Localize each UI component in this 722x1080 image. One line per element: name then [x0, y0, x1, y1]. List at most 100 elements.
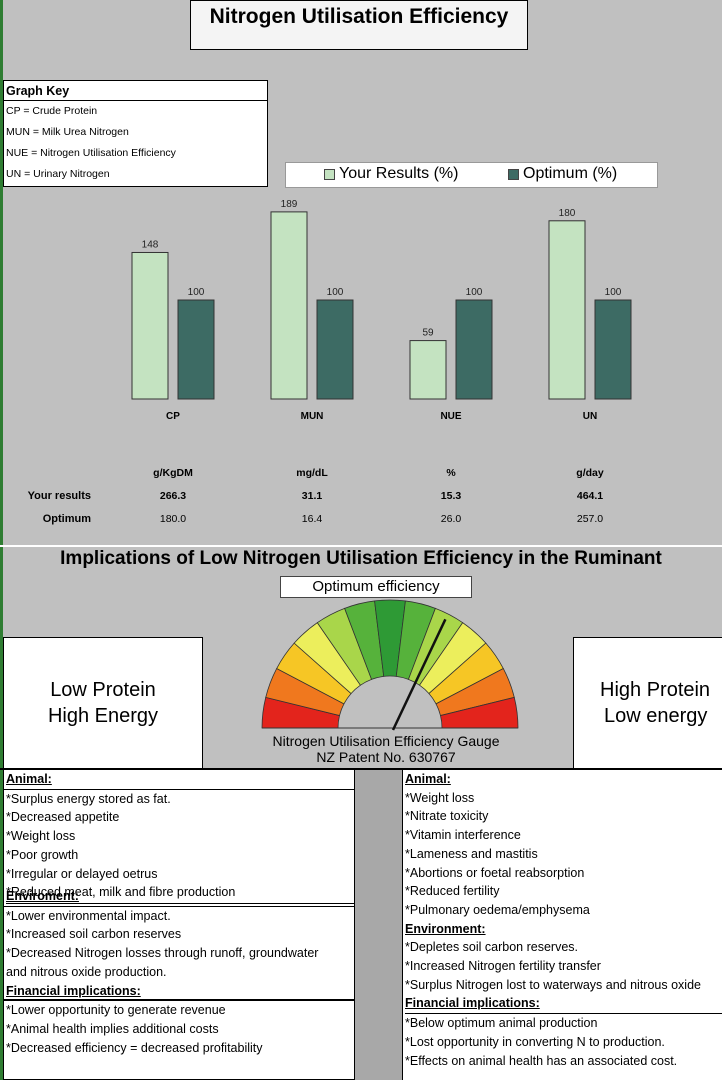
- list-item: *Abortions or foetal reabsorption: [405, 865, 585, 880]
- bar: [594, 299, 632, 400]
- list-item: *Poor growth: [6, 847, 79, 862]
- gauge-caption-line1: Nitrogen Utilisation Efficiency Gauge: [272, 733, 500, 749]
- data-label: 100: [605, 287, 622, 298]
- legend-label: Your Results (%): [339, 165, 459, 182]
- bar-chart: 148 100 CP 189 100 MUN 59 100 NUE 180 100 UN g/KgDM m…: [28, 199, 632, 525]
- list-item: *Lost opportunity in converting N to pro…: [405, 1034, 665, 1049]
- bar: [270, 211, 308, 400]
- table-cell: 266.3: [160, 490, 186, 502]
- bar: [316, 299, 354, 400]
- list-item: *Surplus Nitrogen lost to waterways and …: [405, 977, 701, 992]
- list-item: *Lower opportunity to generate revenue: [6, 1003, 226, 1018]
- list-item: *Reduced meat, milk and fibre production: [6, 885, 236, 900]
- high-protein-line2: Low energy: [604, 705, 708, 727]
- right-implications-column: Animal: *Weight loss *Nitrate toxicity *…: [402, 770, 722, 1080]
- legend-swatch: [324, 168, 335, 180]
- list-item: *Pulmonary oedema/emphysema: [405, 902, 590, 917]
- legend-item-your-results: Your Results (%): [324, 165, 458, 183]
- page-title: Nitrogen Utilisation Efficiency: [190, 0, 528, 50]
- low-protein-line1: Low Protein: [50, 679, 156, 701]
- table-row-label: Optimum: [43, 513, 91, 525]
- list-item: *Nitrate toxicity: [405, 809, 489, 824]
- implications-title: Implications of Low Nitrogen Utilisation…: [60, 548, 662, 569]
- columns-top-rule: [0, 768, 722, 770]
- right-animal-list: *Weight loss *Nitrate toxicity *Vitamin …: [405, 789, 722, 920]
- list-item: *Lower environmental impact.: [6, 908, 171, 923]
- left-env-heading: Enviroment:: [4, 887, 354, 907]
- legend-item-optimum: Optimum (%): [508, 165, 617, 183]
- list-item: *Weight loss: [405, 790, 475, 805]
- list-item: *Effects on animal health has an associa…: [405, 1053, 678, 1068]
- graph-key-item: CP = Crude Protein: [6, 105, 98, 117]
- list-item: *Vitamin interference: [405, 828, 521, 843]
- gauge-caption: Nitrogen Utilisation Efficiency Gauge NZ…: [230, 733, 542, 765]
- gauge-caption-line2: NZ Patent No. 630767: [316, 749, 456, 765]
- chart-legend: Your Results (%) Optimum (%): [285, 162, 658, 188]
- data-label: 59: [422, 328, 434, 339]
- unit-label: %: [446, 467, 456, 479]
- high-protein-line1: High Protein: [600, 679, 711, 701]
- table-cell: 26.0: [441, 513, 462, 525]
- category-label: UN: [583, 411, 597, 422]
- section-divider: [0, 545, 722, 547]
- data-label: 100: [466, 287, 483, 298]
- unit-label: g/day: [576, 467, 604, 479]
- left-animal-heading: Animal:: [6, 772, 52, 786]
- list-item: *Surplus energy stored as fat.: [6, 791, 171, 806]
- bar: [177, 299, 215, 400]
- unit-label: g/KgDM: [153, 467, 193, 479]
- table-cell: 180.0: [160, 513, 186, 525]
- list-item: *Reduced fertility: [405, 884, 500, 899]
- legend-label: Optimum (%): [523, 165, 618, 182]
- left-animal-list: *Surplus energy stored as fat. *Decrease…: [4, 788, 354, 902]
- left-animal-group: Animal: *Surplus energy stored as fat. *…: [4, 770, 354, 904]
- high-protein-box: High Protein Low energy: [573, 637, 722, 769]
- data-label: 100: [327, 287, 344, 298]
- right-env-heading: Environment:: [405, 921, 486, 936]
- list-item: *Increased Nitrogen fertility transfer: [405, 959, 601, 974]
- bar: [548, 220, 586, 400]
- bar: [131, 251, 169, 400]
- table-cell: 15.3: [441, 490, 462, 502]
- category-label: MUN: [301, 411, 324, 422]
- table-row-label: Your results: [28, 490, 91, 502]
- right-animal-heading: Animal:: [405, 772, 451, 786]
- table-cell: 16.4: [302, 513, 323, 525]
- low-protein-line2: High Energy: [47, 705, 159, 727]
- left-fin-group: *Lower opportunity to generate revenue *…: [6, 1001, 354, 1057]
- category-label: NUE: [440, 411, 461, 422]
- data-label: 100: [188, 287, 205, 298]
- gauge-needle-line: [391, 618, 447, 731]
- column-gutter: [355, 770, 402, 1080]
- graph-key-item: UN = Urinary Nitrogen: [6, 168, 110, 180]
- right-fin-heading: Financial implications:: [405, 994, 722, 1015]
- unit-label: mg/dL: [296, 467, 328, 479]
- left-env-group: *Lower environmental impact. *Increased …: [4, 907, 354, 1000]
- bar: [455, 299, 493, 400]
- low-protein-box: Low Protein High Energy: [3, 637, 203, 769]
- right-fin-list: *Below optimum animal production *Lost o…: [405, 1014, 722, 1070]
- list-item: *Decreased efficiency = decreased profit…: [6, 1040, 263, 1055]
- graph-key-item: MUN = Milk Urea Nitrogen: [6, 126, 129, 138]
- list-item: *Decreased Nitrogen losses through runof…: [6, 946, 319, 961]
- table-cell: 257.0: [577, 513, 603, 525]
- nue-gauge: [261, 599, 519, 731]
- left-implications-column: Animal: *Surplus energy stored as fat. *…: [3, 770, 355, 1080]
- data-label: 180: [559, 208, 576, 219]
- list-item: *Animal health implies additional costs: [6, 1022, 219, 1037]
- table-cell: 31.1: [302, 490, 323, 502]
- left-accent-bar: [0, 0, 3, 1080]
- list-item: *Weight loss: [6, 829, 76, 844]
- data-label: 148: [142, 239, 159, 250]
- list-item: *Irregular or delayed oetrus: [6, 866, 158, 881]
- table-cell: 464.1: [577, 490, 603, 502]
- graph-key-item: NUE = Nitrogen Utilisation Efficiency: [6, 147, 176, 159]
- category-label: CP: [166, 411, 180, 422]
- graph-key: Graph Key CP = Crude Protein MUN = Milk …: [3, 80, 268, 187]
- legend-swatch: [508, 168, 519, 180]
- list-item: and nitrous oxide production.: [6, 964, 167, 979]
- right-env-list: *Depletes soil carbon reserves. *Increas…: [405, 938, 722, 994]
- list-item: *Increased soil carbon reserves: [6, 927, 182, 942]
- list-item: *Depletes soil carbon reserves.: [405, 940, 578, 955]
- list-item: *Lameness and mastitis: [405, 846, 538, 861]
